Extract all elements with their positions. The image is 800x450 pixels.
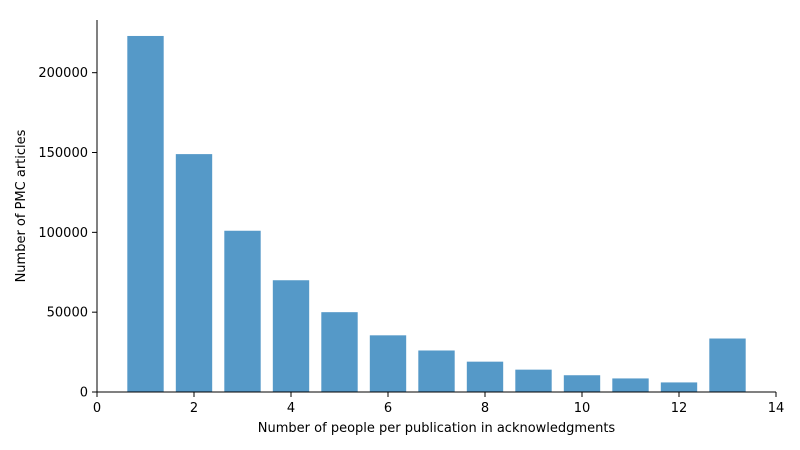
y-tick-label: 50000 [47,306,88,321]
bar-10 [563,375,601,392]
x-axis-ticks: 0 2 4 6 8 10 12 14 [93,392,784,416]
bar-13 [709,338,746,392]
bar-6 [369,335,407,392]
x-tick-label: 14 [768,401,785,416]
y-tick-label: 150000 [38,146,88,161]
bar-5 [321,312,358,392]
y-tick-label: 0 [80,386,88,401]
bar-2 [175,154,213,392]
x-tick-label: 0 [93,401,101,416]
x-tick-label: 4 [287,401,295,416]
bar-7 [418,350,455,392]
bar-9 [515,369,552,392]
y-tick-label: 100000 [38,226,88,241]
x-tick-label: 2 [190,401,198,416]
y-axis-title: Number of PMC articles [14,129,29,282]
bar-12 [660,382,698,392]
bar-1 [127,35,164,392]
x-tick-label: 6 [384,401,392,416]
x-tick-label: 12 [671,401,688,416]
bar-11 [612,378,649,392]
bar-4 [272,280,310,392]
x-axis-title: Number of people per publication in ackn… [258,421,616,436]
y-axis-ticks: 0 50000 100000 150000 200000 [38,66,97,401]
y-tick-label: 200000 [38,66,88,81]
bars-group [127,35,746,392]
x-tick-label: 8 [481,401,489,416]
bar-8 [466,361,504,392]
x-tick-label: 10 [574,401,591,416]
bar-3 [224,230,261,392]
